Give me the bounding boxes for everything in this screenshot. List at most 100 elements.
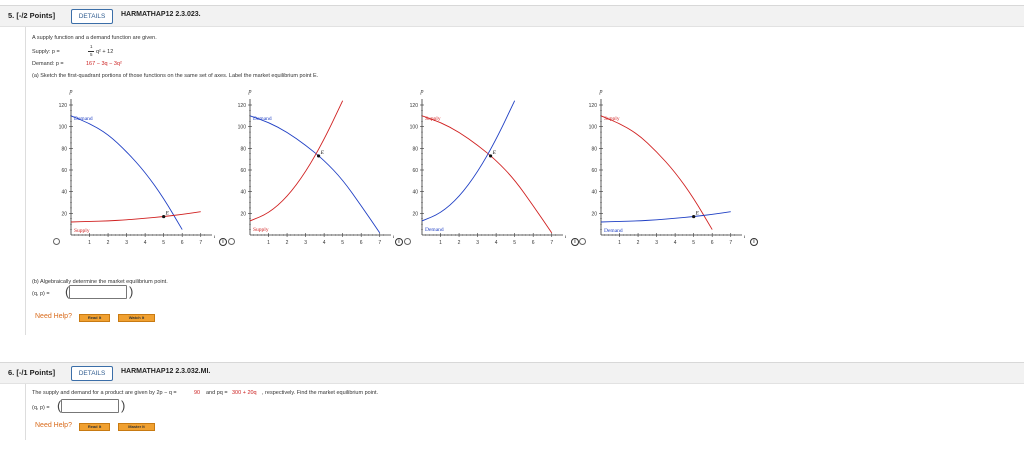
answer-label-q6: (q, p) = [32,405,50,411]
graph-svg: p q 120 100 80 60 40 20 1 2 3 4 5 6 7 Demand Supply E [238,89,394,246]
y-tick-label: 80 [61,146,67,152]
series-label-supply: Supply [253,227,269,233]
question-5-points: 5. [-/2 Points] [8,11,56,20]
graph-2-info-icon[interactable]: i [395,238,403,246]
series-line-demand [601,211,731,223]
question-5-header: 5. [-/2 Points] DETAILS HARMATHAP12 2.3.… [0,5,1024,27]
answer-input-q6[interactable] [61,399,119,413]
fraction-denominator: 5 [90,52,93,57]
intro-text: A supply function and a demand function … [32,35,157,41]
y-tick-label: 120 [238,103,247,109]
demand-equation-prefix: Demand: p = [32,61,64,67]
x-tick-label: 2 [458,240,461,246]
graph-choice-2: p q 120 100 80 60 40 20 1 2 3 4 5 6 7 Demand Supply E [224,85,394,255]
question-6-code: HARMATHAP12 2.3.032.MI. [121,368,211,375]
graph-choice-4: p q 120 100 80 60 40 20 1 2 3 4 5 6 7 Supply Demand E [575,85,745,255]
question-5-body: A supply function and a demand function … [25,27,1024,335]
master-it-button-q6[interactable]: Master It [118,423,155,431]
graph-4-radio[interactable] [579,238,586,245]
graph-2-radio[interactable] [228,238,235,245]
graph-1-radio[interactable] [53,238,60,245]
y-tick-label: 40 [240,190,246,196]
need-help-label-q6: Need Help? [35,422,72,429]
q-axis-label: q [214,234,215,240]
y-tick-label: 100 [238,125,247,131]
equilibrium-label: E [492,150,497,156]
x-tick-label: 6 [711,240,714,246]
x-tick-label: 2 [107,240,110,246]
q-axis-label: q [393,234,394,240]
question-6-header: 6. [-/1 Points] DETAILS HARMATHAP12 2.3.… [0,362,1024,384]
graph-svg: p q 120 100 80 60 40 20 1 2 3 4 5 6 7 Demand Supply E [59,89,215,246]
fraction-bar [88,50,94,52]
read-it-button-q6[interactable]: Read It [79,423,110,431]
x-tick-label: 7 [729,240,732,246]
details-button-q6[interactable]: DETAILS [71,366,113,381]
series-label-demand: Demand [74,116,93,122]
part-a-instructions: (a) Sketch the first-quadrant portions o… [32,73,319,79]
series-label-demand: Demand [604,228,623,234]
series-line-supply [422,115,553,234]
x-tick-label: 3 [655,240,658,246]
series-line-demand [250,115,381,234]
y-tick-label: 100 [59,125,68,131]
q-axis-label: q [744,234,745,240]
y-tick-label: 80 [412,146,418,152]
x-tick-label: 6 [181,240,184,246]
question-6-body: The supply and demand for a product are … [25,384,1024,440]
x-tick-label: 4 [495,240,498,246]
x-tick-label: 4 [323,240,326,246]
x-tick-label: 7 [199,240,202,246]
y-tick-label: 60 [591,168,597,174]
x-tick-label: 3 [125,240,128,246]
x-tick-label: 6 [360,240,363,246]
x-tick-label: 4 [674,240,677,246]
graph-svg: p q 120 100 80 60 40 20 1 2 3 4 5 6 7 Supply Demand E [589,89,745,246]
y-tick-label: 20 [591,211,597,217]
y-tick-label: 100 [589,125,598,131]
open-paren-q6: ( [57,398,62,413]
series-label-supply: Supply [604,116,620,122]
equilibrium-point [162,214,166,219]
supply-equation-rest: q² + 12 [96,49,114,55]
answer-label-q5: (q, p) = [32,291,50,297]
p-axis-label: p [248,89,252,95]
question-6-points: 6. [-/1 Points] [8,368,56,377]
read-it-button-q5[interactable]: Read It [79,314,110,322]
graph-3-info-icon[interactable]: i [571,238,579,246]
graph-choice-3: p q 120 100 80 60 40 20 1 2 3 4 5 6 7 Supply Demand E [396,85,566,255]
y-tick-label: 40 [61,190,67,196]
x-tick-label: 5 [341,240,344,246]
graph-1-info-icon[interactable]: i [219,238,227,246]
x-tick-label: 4 [144,240,147,246]
graph-3-radio[interactable] [404,238,411,245]
graph-4-info-icon[interactable]: i [750,238,758,246]
equilibrium-point [316,154,321,158]
y-tick-label: 120 [589,103,598,109]
y-tick-label: 120 [59,103,68,109]
supply-equation-prefix: Supply: p = [32,49,60,55]
fraction-numerator: 1 [90,44,93,49]
q-axis-label: q [565,234,566,240]
answer-input-q5[interactable] [69,285,127,299]
part-b-instructions: (b) Algebraically determine the market e… [32,279,168,285]
close-paren-q6: ) [121,398,126,413]
x-tick-label: 1 [618,240,621,246]
y-tick-label: 120 [410,103,419,109]
series-line-supply [250,100,344,222]
equilibrium-label: E [695,211,700,217]
details-button-q5[interactable]: DETAILS [71,9,113,24]
series-label-supply: Supply [425,116,441,122]
y-tick-label: 40 [412,190,418,196]
series-line-supply [601,115,713,230]
equilibrium-label: E [320,150,325,156]
equilibrium-point [488,154,493,158]
q6-text-end: , respectively. Find the market equilibr… [262,390,379,396]
q6-value-1: 90 [194,390,201,396]
y-tick-label: 60 [412,168,418,174]
y-tick-label: 20 [61,211,67,217]
x-tick-label: 3 [304,240,307,246]
watch-it-button-q5[interactable]: Watch It [118,314,155,322]
equilibrium-label: E [165,211,170,217]
x-tick-label: 6 [532,240,535,246]
